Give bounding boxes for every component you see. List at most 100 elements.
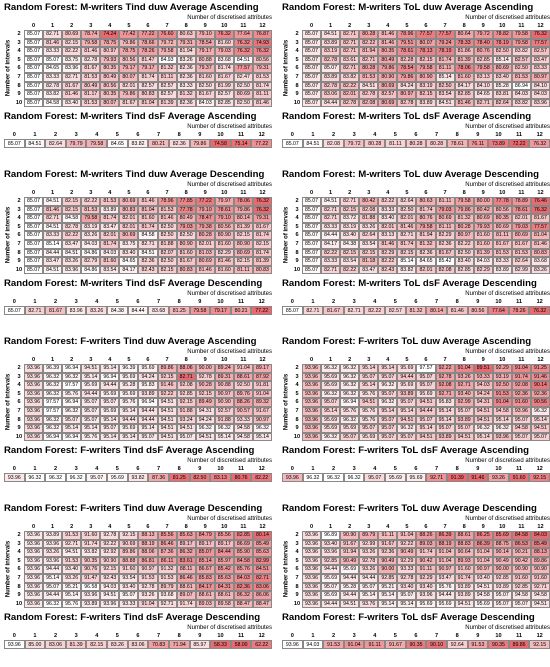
column-header: 12 (537, 190, 544, 196)
table-cell: 82.71 (24, 306, 46, 315)
row-header: 10 (293, 433, 301, 440)
table-cell: 83.33 (378, 205, 398, 215)
table-cell: 77.78 (492, 197, 512, 206)
table-cell: 73.89 (488, 139, 509, 148)
column-header: 2 (331, 633, 336, 639)
table-cell: 86.46 (157, 539, 177, 549)
table-cell: 93.96 (302, 372, 322, 382)
table-cell: 82.36 (176, 64, 196, 73)
table-cell: 84.10 (473, 81, 493, 91)
table-cell: 85.14 (492, 55, 512, 65)
column-header: 11 (516, 466, 523, 472)
table-cell: 91.04 (473, 548, 493, 557)
row-header: 10 (293, 600, 301, 607)
table-cell: 88.88 (119, 556, 139, 566)
table-cell: 79.93 (473, 222, 493, 232)
table-cell: 83.19 (416, 81, 436, 91)
table-cell: 81.67 (119, 98, 139, 108)
column-header: 6 (146, 524, 150, 530)
column-header: 5 (393, 633, 397, 639)
table-cell: 83.96 (530, 98, 550, 108)
table-cell: 93.89 (454, 415, 474, 425)
table-cell: 94.51 (397, 415, 417, 425)
table-cell: 88.13 (530, 548, 550, 557)
table-cell: 82.64 (492, 98, 512, 108)
table-cell: 81.60 (473, 240, 493, 249)
column-header: 7 (435, 299, 439, 305)
table-cell: 91.04 (233, 364, 253, 373)
table-cell: 85.07 (24, 248, 44, 258)
table-title: Random Forest: M-writers ToL dsF Average… (282, 278, 537, 289)
table-cell: 94.58 (233, 424, 253, 433)
table-cell: 93.26 (359, 548, 379, 557)
table-cell: 81.67 (81, 64, 101, 73)
table-cell: 82.01 (119, 214, 139, 223)
table-cell: 88.19 (435, 539, 455, 549)
table-cell: 82.15 (359, 248, 379, 258)
table-cell: 95.07 (378, 372, 398, 382)
table-cell: 81.39 (233, 222, 253, 232)
table-cell: 76.32 (529, 306, 550, 315)
table-cell: 91.04 (492, 398, 512, 407)
table-cell: 95.69 (119, 389, 139, 399)
table-cell: 90.90 (530, 565, 550, 574)
table-cell: 93.96 (302, 381, 322, 390)
column-header: 4 (108, 190, 112, 196)
table-cell: 82.01 (378, 222, 398, 232)
column-header: 4 (386, 190, 390, 196)
table-cell: 83.19 (81, 222, 101, 232)
table-title: Random Forest: M-writers ToL duw Average… (282, 2, 534, 13)
table-cell: 95.69 (81, 381, 101, 390)
column-header: 0 (31, 23, 36, 29)
table-cell: 95.14 (214, 432, 234, 442)
row-header: 8 (17, 583, 21, 590)
table-cell: 82.71 (176, 372, 196, 382)
table-cell: 84.65 (43, 64, 63, 73)
table-cell: 95.14 (359, 364, 379, 373)
table-cell: 93.76 (359, 599, 379, 609)
table-cell: 93.40 (62, 565, 82, 574)
table-cell: 81.04 (530, 231, 550, 240)
table-cell: 84.51 (62, 248, 82, 258)
table-cell: 85.07 (24, 231, 44, 240)
table-cell: 83.47 (100, 222, 120, 232)
table-cell: 93.33 (473, 372, 493, 382)
table-cell: 94.51 (81, 364, 101, 373)
column-header: 4 (386, 23, 390, 29)
table-cell: 91.04 (473, 556, 493, 566)
table-cell: 77.22 (251, 306, 272, 315)
table-cell: 79.86 (378, 64, 398, 73)
table-cell: 79.58 (86, 139, 108, 148)
column-header: 3 (89, 190, 93, 196)
column-header: 2 (70, 23, 74, 29)
table-cell: 88.47 (233, 599, 253, 609)
table-cell: 80.69 (62, 30, 82, 39)
column-axis-label: Number of discretised attributes (465, 182, 550, 188)
column-header: 3 (367, 357, 371, 363)
table-cell: 95.14 (435, 407, 455, 416)
table-cell: 83.96 (62, 265, 82, 275)
table-cell: 83.82 (43, 90, 63, 99)
table-cell: 93.96 (302, 531, 322, 540)
table-cell: 81.60 (214, 265, 234, 275)
table-cell: 95.14 (416, 424, 436, 433)
table-cell: 84.17 (195, 582, 215, 592)
table-cell: 81.74 (435, 55, 455, 65)
table-cell: 93.54 (119, 574, 139, 583)
row-header: 9 (295, 258, 299, 265)
table-cell: 76.60 (157, 30, 177, 39)
table-cell: 94.03 (473, 381, 493, 390)
table-cell: 95.07 (454, 407, 474, 416)
column-header: 5 (115, 466, 119, 472)
row-header: 5 (295, 223, 299, 230)
table-cell: 90.97 (252, 415, 272, 425)
table-cell: 94.44 (321, 599, 341, 609)
table-cell: 83.33 (176, 81, 196, 91)
table-cell: 81.60 (100, 257, 120, 266)
column-header: 2 (70, 524, 74, 530)
table-cell: 81.46 (81, 47, 101, 56)
row-header: 3 (17, 206, 21, 213)
table-cell: 95.28 (340, 582, 360, 592)
table-cell: 93.96 (24, 364, 44, 373)
table-title: Random Forest: M-writers ToL duw Average… (282, 169, 539, 180)
